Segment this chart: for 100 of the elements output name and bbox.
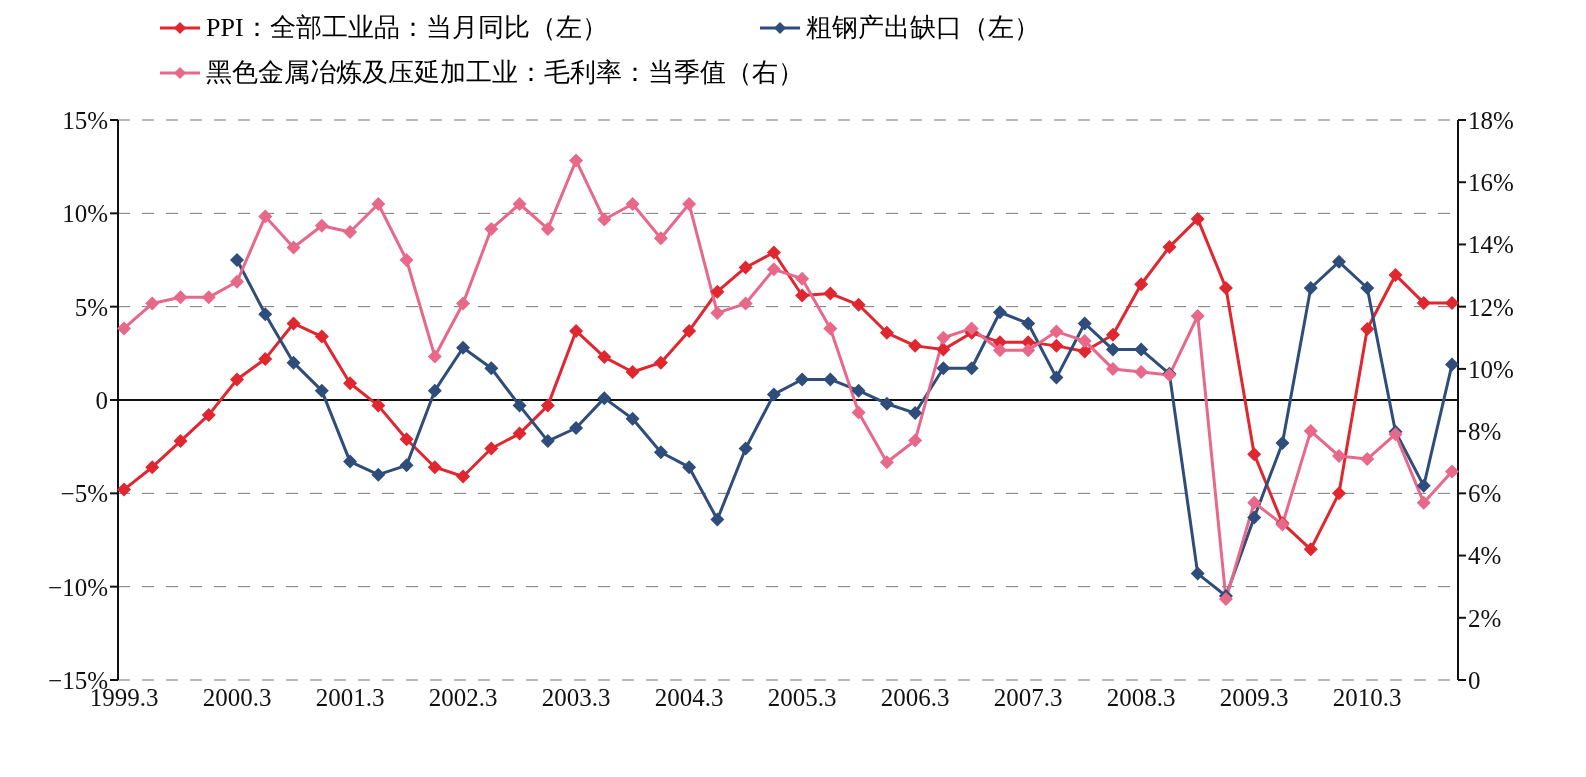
point bbox=[286, 316, 301, 331]
point bbox=[456, 296, 471, 311]
point bbox=[1331, 254, 1346, 269]
point bbox=[597, 391, 612, 406]
point bbox=[682, 460, 697, 475]
point bbox=[851, 383, 866, 398]
point bbox=[286, 355, 301, 370]
legend-label: PPI：全部工业品：当月同比（左） bbox=[206, 12, 608, 44]
point bbox=[314, 218, 329, 233]
point bbox=[569, 153, 584, 168]
point bbox=[258, 209, 273, 224]
x-tick-label: 2006.3 bbox=[880, 683, 950, 711]
y-tick-label: 5% bbox=[74, 293, 108, 321]
point bbox=[1105, 327, 1120, 342]
point bbox=[1303, 424, 1318, 439]
point bbox=[879, 455, 894, 470]
y-tick-label: 15% bbox=[62, 106, 108, 134]
y2-tick-label: 18% bbox=[1468, 106, 1514, 134]
point bbox=[286, 240, 301, 255]
point bbox=[625, 365, 640, 379]
point bbox=[201, 290, 216, 305]
point bbox=[879, 396, 894, 411]
point bbox=[117, 321, 131, 336]
point bbox=[371, 398, 386, 413]
point bbox=[512, 426, 527, 441]
point bbox=[230, 372, 245, 387]
legend-label: 粗钢产出缺口（左） bbox=[806, 12, 1040, 44]
point bbox=[1445, 357, 1459, 372]
point bbox=[1388, 267, 1403, 282]
point bbox=[879, 325, 894, 340]
x-tick-label: 2000.3 bbox=[202, 683, 272, 711]
point bbox=[1134, 277, 1149, 292]
point bbox=[1416, 495, 1431, 510]
point bbox=[653, 445, 668, 460]
point bbox=[625, 197, 640, 211]
point bbox=[1360, 452, 1375, 467]
y2-tick-label: 4% bbox=[1468, 542, 1502, 570]
point bbox=[1077, 316, 1092, 331]
point bbox=[484, 441, 499, 456]
point bbox=[343, 454, 358, 469]
point bbox=[512, 398, 527, 413]
point bbox=[1105, 342, 1120, 357]
point bbox=[1275, 435, 1290, 450]
point bbox=[738, 296, 753, 311]
point bbox=[540, 221, 555, 236]
x-tick-label: 2001.3 bbox=[315, 683, 385, 711]
point bbox=[710, 284, 725, 299]
y2-tick-label: 8% bbox=[1468, 417, 1502, 445]
point bbox=[399, 458, 414, 473]
point bbox=[992, 343, 1007, 358]
point bbox=[512, 197, 527, 211]
point bbox=[625, 411, 640, 426]
point bbox=[1049, 338, 1064, 353]
x-tick-label: 2009.3 bbox=[1219, 683, 1289, 711]
point bbox=[484, 221, 499, 236]
point bbox=[314, 329, 329, 344]
point bbox=[908, 406, 923, 421]
point bbox=[569, 421, 584, 435]
point bbox=[427, 349, 442, 364]
y2-tick-label: 2% bbox=[1468, 604, 1502, 632]
point bbox=[936, 342, 951, 357]
point bbox=[1360, 322, 1375, 337]
point bbox=[1049, 370, 1064, 385]
point bbox=[823, 372, 838, 387]
point bbox=[371, 467, 386, 482]
point bbox=[851, 297, 866, 312]
point bbox=[1445, 464, 1459, 479]
x-tick-label: 2010.3 bbox=[1332, 683, 1402, 711]
point bbox=[1190, 566, 1205, 581]
y2-tick-label: 10% bbox=[1468, 355, 1514, 383]
point bbox=[1190, 309, 1205, 323]
point bbox=[314, 383, 329, 398]
point bbox=[569, 323, 584, 338]
legend-label: 黑色金属冶炼及压延加工业：毛利率：当季值（右） bbox=[206, 57, 804, 89]
point bbox=[456, 340, 471, 355]
x-tick-label: 2005.3 bbox=[767, 683, 837, 711]
point bbox=[964, 321, 979, 336]
point bbox=[230, 253, 245, 267]
point bbox=[1134, 365, 1149, 379]
point bbox=[908, 433, 923, 448]
y2-tick-label: 14% bbox=[1468, 231, 1514, 259]
point bbox=[795, 372, 810, 387]
point bbox=[936, 330, 951, 345]
point bbox=[766, 387, 781, 402]
point bbox=[936, 361, 951, 376]
point bbox=[540, 434, 555, 449]
point bbox=[964, 361, 979, 376]
point bbox=[1303, 281, 1318, 295]
point bbox=[795, 288, 810, 303]
point bbox=[1218, 281, 1233, 295]
point bbox=[1416, 478, 1431, 493]
y2-tick-label: 0 bbox=[1468, 666, 1481, 694]
point bbox=[258, 351, 273, 366]
point bbox=[1247, 447, 1262, 462]
point bbox=[343, 225, 358, 239]
point bbox=[653, 231, 668, 246]
x-tick-label: 2008.3 bbox=[1106, 683, 1176, 711]
x-tick-label: 2004.3 bbox=[654, 683, 724, 711]
point bbox=[682, 197, 697, 211]
point bbox=[1247, 510, 1262, 525]
